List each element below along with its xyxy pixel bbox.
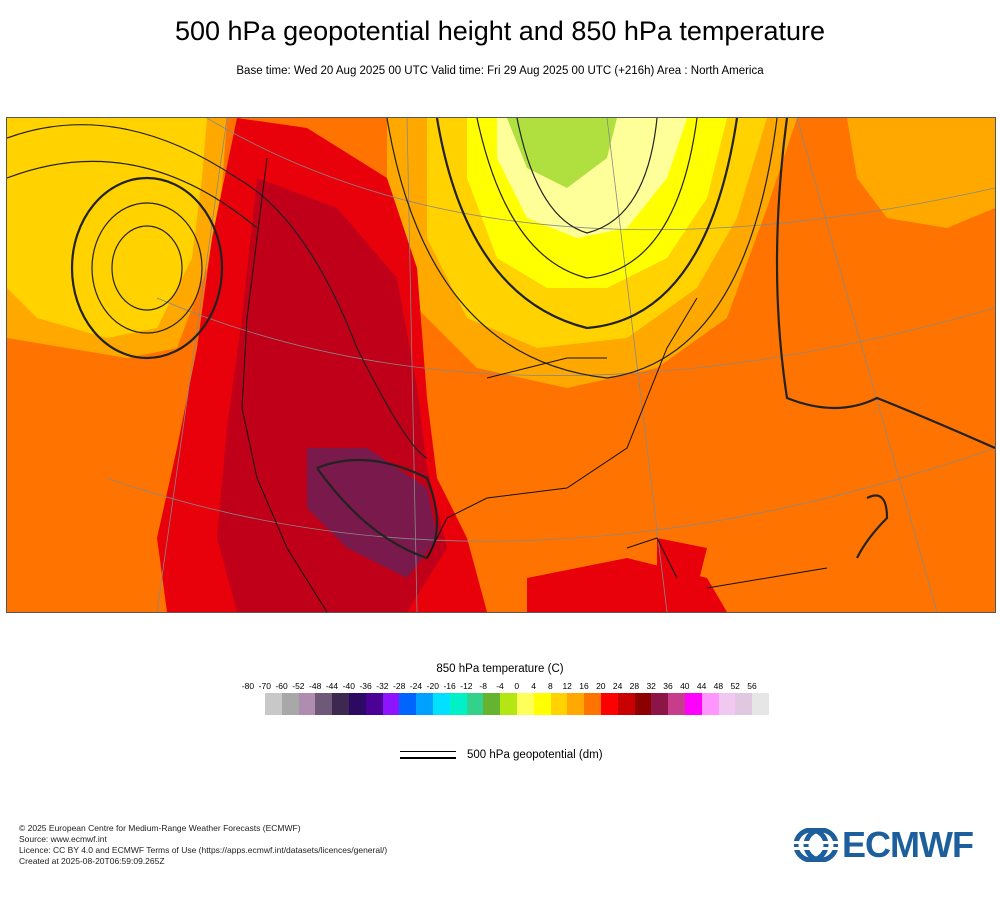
contour-legend-label: 500 hPa geopotential (dm) — [467, 749, 603, 761]
coastlines — [241, 157, 828, 612]
weather-map[interactable] — [6, 117, 996, 613]
legend-tick-label: 44 — [696, 681, 707, 691]
legend-swatch — [332, 693, 349, 715]
legend-tick-label: -32 — [376, 681, 389, 691]
legend-tick-label: 16 — [579, 681, 589, 691]
region-hot-florida — [657, 538, 707, 588]
legend-tick-label: 20 — [596, 681, 606, 691]
legend-swatch — [752, 693, 769, 715]
chart-title: 500 hPa geopotential height and 850 hPa … — [174, 16, 825, 46]
legend-title: 850 hPa temperature (C) — [436, 663, 564, 675]
legend-ticks: -80 -70 -60 -52 -48 -44 -40 -36 -32 -28 -24 -20 -16-… — [240, 681, 760, 693]
chart-subtitle: Base time: Wed 20 Aug 2025 00 UTC Valid … — [236, 65, 764, 77]
legend-tick-label: -8 — [479, 681, 487, 691]
legend-swatch — [265, 693, 282, 715]
legend-tick-label: -28 — [393, 681, 406, 691]
region-mild-atlantic — [847, 118, 995, 228]
legend-tick-label: -20 — [426, 681, 439, 691]
source-text: Source: www.ecmwf.int — [19, 834, 107, 844]
region-colder-northeast — [507, 118, 617, 188]
legend-tick-label: -40 — [342, 681, 355, 691]
legend-swatch — [416, 693, 433, 715]
legend-tick-label: 28 — [629, 681, 640, 691]
legend-swatch — [298, 693, 316, 715]
legend-swatch — [584, 693, 601, 715]
legend-swatch — [516, 693, 534, 715]
ecmwf-logo-icon — [794, 828, 838, 862]
legend-swatch — [550, 693, 568, 715]
legend-swatch — [365, 693, 383, 715]
legend-swatch — [399, 693, 417, 715]
legend-tick-label: 52 — [730, 681, 740, 691]
legend-swatch — [533, 693, 551, 715]
legend-colorbar — [265, 693, 769, 715]
legend-swatch — [466, 693, 484, 715]
legend-tick-label: 36 — [663, 681, 673, 691]
legend-tick-label: -52 — [292, 681, 305, 691]
legend-swatch — [432, 693, 450, 715]
footer: © 2025 European Centre for Medium-Range … — [19, 823, 387, 867]
legend-tick-label: 12 — [562, 681, 572, 691]
graticule — [106, 118, 995, 612]
legend-swatch — [718, 693, 736, 715]
legend-swatch — [315, 693, 333, 715]
ecmwf-logo: ECMWF — [794, 824, 974, 866]
legend-swatch — [651, 693, 669, 715]
legend-tick-label: 48 — [713, 681, 724, 691]
region-hottest-texas — [307, 448, 437, 578]
legend-swatch — [634, 693, 652, 715]
legend-tick-label: 32 — [646, 681, 656, 691]
legend-tick-label: -36 — [359, 681, 372, 691]
legend-tick-label: -80 — [241, 681, 255, 691]
legend-swatch — [668, 693, 685, 715]
legend-tick-label: 56 — [747, 681, 757, 691]
legend-swatch — [617, 693, 635, 715]
legend-swatch — [348, 693, 366, 715]
legend-tick-label: -12 — [460, 681, 473, 691]
legend-tick-label: 24 — [612, 681, 623, 691]
legend-swatch — [281, 693, 299, 715]
legend-tick-label: -16 — [443, 681, 456, 691]
map-svg — [7, 118, 995, 612]
legend-swatch — [701, 693, 719, 715]
created-text: Created at 2025-08-20T06:59:09.265Z — [19, 856, 165, 866]
contour-line-sample — [400, 750, 456, 760]
legend-tick-label: 0 — [514, 681, 520, 691]
legend-swatch — [449, 693, 467, 715]
legend-tick-label: -60 — [275, 681, 288, 691]
contour-legend: 500 hPa geopotential (dm) — [400, 749, 603, 761]
legend-swatch — [735, 693, 753, 715]
contours — [7, 118, 995, 560]
legend-swatch — [567, 693, 585, 715]
legend-tick-label: 8 — [548, 681, 553, 691]
ecmwf-logo-text: ECMWF — [842, 824, 974, 865]
legend-tick-label: 4 — [531, 681, 536, 691]
legend-tick-label: -44 — [325, 681, 339, 691]
legend-tick-label: -24 — [409, 681, 423, 691]
legend-swatch — [600, 693, 618, 715]
copyright-text: © 2025 European Centre for Medium-Range … — [19, 823, 301, 833]
legend-tick-label: 40 — [680, 681, 690, 691]
legend-tick-label: -48 — [309, 681, 322, 691]
legend-tick-label: -70 — [258, 681, 271, 691]
legend-tick-label: -4 — [496, 681, 504, 691]
legend-swatch — [500, 693, 517, 715]
region-cool-west — [7, 118, 207, 338]
licence-text: Licence: CC BY 4.0 and ECMWF Terms of Us… — [19, 845, 388, 855]
legend-swatch — [483, 693, 501, 715]
legend-swatch — [382, 693, 400, 715]
legend-swatch — [684, 693, 702, 715]
